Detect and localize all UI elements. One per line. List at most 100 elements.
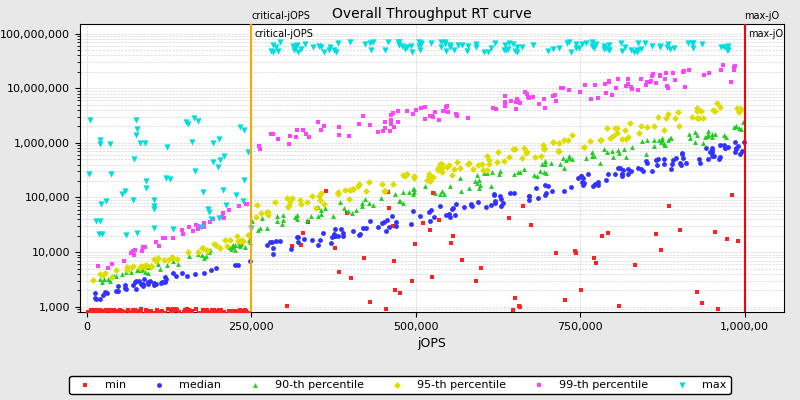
95-th percentile — [633, 130, 646, 136]
median — [465, 202, 478, 208]
90-th percentile — [95, 279, 108, 285]
median — [306, 237, 318, 244]
95-th percentile — [709, 107, 722, 114]
min — [186, 308, 198, 314]
min — [240, 309, 253, 316]
max — [570, 45, 582, 51]
99-th percentile — [538, 96, 550, 102]
90-th percentile — [131, 267, 144, 274]
min — [122, 307, 134, 314]
90-th percentile — [654, 139, 667, 146]
median — [444, 214, 457, 220]
min — [84, 310, 97, 316]
99-th percentile — [311, 119, 324, 126]
min — [155, 308, 168, 314]
median — [269, 238, 282, 244]
max — [94, 218, 107, 224]
max — [161, 144, 174, 150]
90-th percentile — [562, 154, 575, 161]
90-th percentile — [619, 154, 632, 160]
min — [130, 308, 143, 314]
min — [433, 217, 446, 224]
95-th percentile — [529, 153, 542, 160]
max — [219, 202, 232, 208]
min — [514, 304, 526, 310]
95-th percentile — [454, 165, 467, 172]
99-th percentile — [206, 216, 219, 222]
95-th percentile — [730, 105, 743, 111]
99-th percentile — [291, 127, 304, 133]
min — [524, 222, 537, 228]
99-th percentile — [217, 210, 230, 216]
99-th percentile — [624, 84, 637, 90]
90-th percentile — [312, 213, 325, 219]
99-th percentile — [661, 83, 674, 89]
max — [599, 45, 612, 52]
min — [662, 202, 675, 209]
95-th percentile — [375, 181, 388, 187]
min — [389, 287, 402, 294]
99-th percentile — [574, 88, 586, 95]
min — [197, 306, 210, 313]
95-th percentile — [538, 146, 550, 152]
99-th percentile — [175, 227, 188, 234]
99-th percentile — [499, 99, 512, 105]
median — [540, 190, 553, 196]
99-th percentile — [414, 104, 427, 111]
max — [318, 49, 330, 55]
99-th percentile — [644, 79, 657, 86]
max — [84, 116, 97, 123]
99-th percentile — [436, 108, 449, 114]
99-th percentile — [333, 132, 346, 138]
min — [721, 236, 734, 242]
max — [632, 40, 645, 46]
90-th percentile — [200, 252, 213, 259]
95-th percentile — [436, 165, 449, 172]
median — [458, 204, 471, 210]
min — [111, 310, 124, 316]
min — [129, 307, 142, 314]
95-th percentile — [557, 137, 570, 143]
90-th percentile — [469, 178, 482, 185]
90-th percentile — [613, 150, 626, 156]
95-th percentile — [235, 238, 248, 244]
90-th percentile — [94, 276, 106, 282]
99-th percentile — [253, 143, 266, 149]
median — [589, 181, 602, 188]
max — [721, 47, 734, 53]
99-th percentile — [533, 101, 546, 108]
90-th percentile — [270, 213, 283, 220]
99-th percentile — [598, 80, 611, 87]
95-th percentile — [659, 115, 672, 122]
median — [713, 156, 726, 162]
95-th percentile — [261, 209, 274, 215]
99-th percentile — [386, 110, 399, 116]
99-th percentile — [387, 124, 400, 131]
max — [244, 225, 257, 232]
max — [103, 140, 116, 147]
99-th percentile — [392, 108, 405, 114]
median — [465, 203, 478, 209]
max — [213, 215, 226, 221]
median — [158, 279, 171, 285]
99-th percentile — [407, 111, 420, 118]
median — [363, 218, 376, 224]
99-th percentile — [519, 89, 532, 96]
min — [164, 306, 177, 313]
min — [574, 287, 587, 294]
min — [178, 308, 190, 315]
max — [393, 39, 406, 46]
95-th percentile — [224, 237, 237, 243]
99-th percentile — [216, 214, 229, 220]
95-th percentile — [662, 111, 675, 117]
max — [502, 40, 515, 47]
median — [602, 171, 614, 177]
90-th percentile — [486, 168, 498, 175]
max — [614, 40, 627, 46]
max — [328, 47, 341, 53]
95-th percentile — [503, 154, 516, 160]
median — [677, 155, 690, 162]
95-th percentile — [396, 172, 409, 178]
90-th percentile — [518, 166, 530, 172]
min — [113, 310, 126, 316]
